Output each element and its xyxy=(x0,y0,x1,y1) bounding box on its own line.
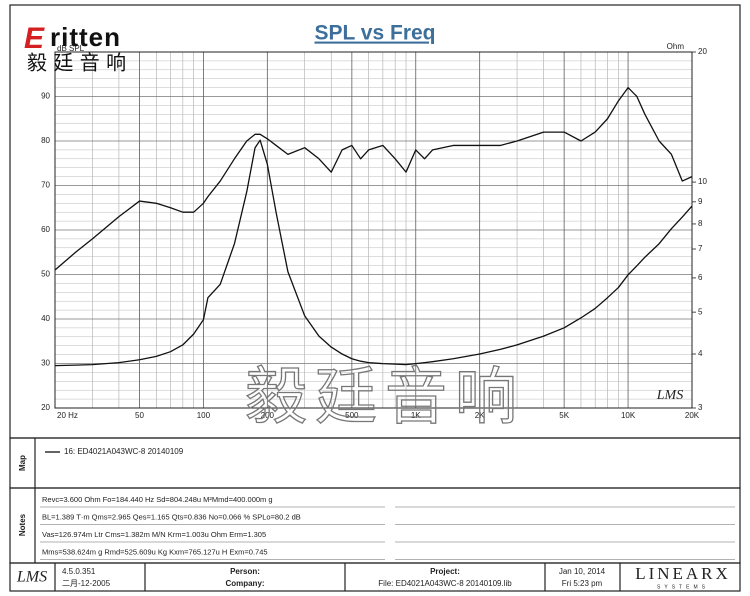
series-line xyxy=(54,139,693,367)
footer-time: Fri 5:23 pm xyxy=(562,579,603,588)
footer-project: Project: xyxy=(430,567,460,576)
legend-entry: 16: ED4021A043WC-8 20140109 xyxy=(64,447,184,456)
y2-tick-label: 4 xyxy=(698,349,703,358)
plot-annotation: LMS xyxy=(656,388,683,403)
logo-initial: E xyxy=(24,22,45,55)
y2-tick-label: 3 xyxy=(698,403,703,412)
x-tick-label: 100 xyxy=(197,411,211,420)
x-tick-label: 200 xyxy=(261,411,275,420)
x-tick-label: 500 xyxy=(345,411,359,420)
footer-company: Company: xyxy=(225,579,264,588)
footer-date: Jan 10, 2014 xyxy=(559,567,606,576)
plot-frame xyxy=(54,51,693,409)
y2-tick-label: 6 xyxy=(698,273,703,282)
footer-file: File: ED4021A043WC-8 20140109.lib xyxy=(378,579,512,588)
y-tick-label: 90 xyxy=(41,92,50,101)
footer-build-date: 二月-12-2005 xyxy=(62,579,111,588)
footer-logo-left: LMS xyxy=(16,569,47,586)
note-line: BL=1.389 T·m Qms=2.965 Qes=1.165 Qts=0.8… xyxy=(42,512,301,521)
y-tick-label: 60 xyxy=(41,225,50,234)
y2-tick-label: 9 xyxy=(698,197,703,206)
y2-tick-label: 8 xyxy=(698,219,703,228)
note-line: Revc=3.600 Ohm Fo=184.440 Hz Sd=804.248u… xyxy=(42,495,273,504)
notes-label: Notes xyxy=(18,513,27,536)
y-tick-label: 50 xyxy=(41,270,50,279)
footer-dividers xyxy=(54,563,621,591)
y-tick-label: 70 xyxy=(41,181,50,190)
y-axis-label: dB SPL xyxy=(57,44,85,53)
footer-person: Person: xyxy=(230,567,260,576)
footer-version: 4.5.0.351 xyxy=(62,567,96,576)
y2-tick-label: 5 xyxy=(698,307,703,316)
footer-panel xyxy=(9,562,741,592)
y2-tick-label: 10 xyxy=(698,177,707,186)
x-tick-label: 20K xyxy=(685,411,700,420)
notes-lines: Revc=3.600 Ohm Fo=184.440 Hz Sd=804.248u… xyxy=(40,495,735,560)
watermark: 毅廷音响 xyxy=(245,360,525,433)
logo-chinese: 毅 廷 音 响 xyxy=(27,51,126,75)
y2-tick-label: 7 xyxy=(698,244,703,253)
y2-tick-label: 20 xyxy=(698,47,707,56)
footer-logo-right: LINEARX xyxy=(635,564,731,583)
note-line: Vas=126.974m Ltr Cms=1.382m M/N Krm=1.00… xyxy=(42,530,266,539)
note-line: Mms=538.624m g Rmd=525.609u Kg Kxm=765.1… xyxy=(42,547,268,556)
plot: 20 30 40 50 60 70 80 90 20 Hz 50 100 200 500 1K 2K 5K 10… xyxy=(41,47,707,420)
map-label: Map xyxy=(18,455,27,471)
x-tick-label: 10K xyxy=(621,411,636,420)
series-line xyxy=(54,86,693,271)
y-tick-label: 80 xyxy=(41,136,50,145)
x-tick-label: 20 Hz xyxy=(57,411,78,420)
logo-brand: ritten xyxy=(50,22,121,52)
footer-logo-sub: SYSTEMS xyxy=(657,584,709,590)
chart-title: SPL vs Freq xyxy=(315,22,436,45)
y-tick-label: 40 xyxy=(41,314,50,323)
y-tick-label: 20 xyxy=(41,403,50,412)
y-tick-label: 30 xyxy=(41,359,50,368)
x-tick-label: 2K xyxy=(475,411,485,420)
y2-axis-label: Ohm xyxy=(667,42,685,51)
x-tick-label: 5K xyxy=(559,411,569,420)
x-tick-label: 1K xyxy=(411,411,421,420)
x-tick-label: 50 xyxy=(135,411,144,420)
